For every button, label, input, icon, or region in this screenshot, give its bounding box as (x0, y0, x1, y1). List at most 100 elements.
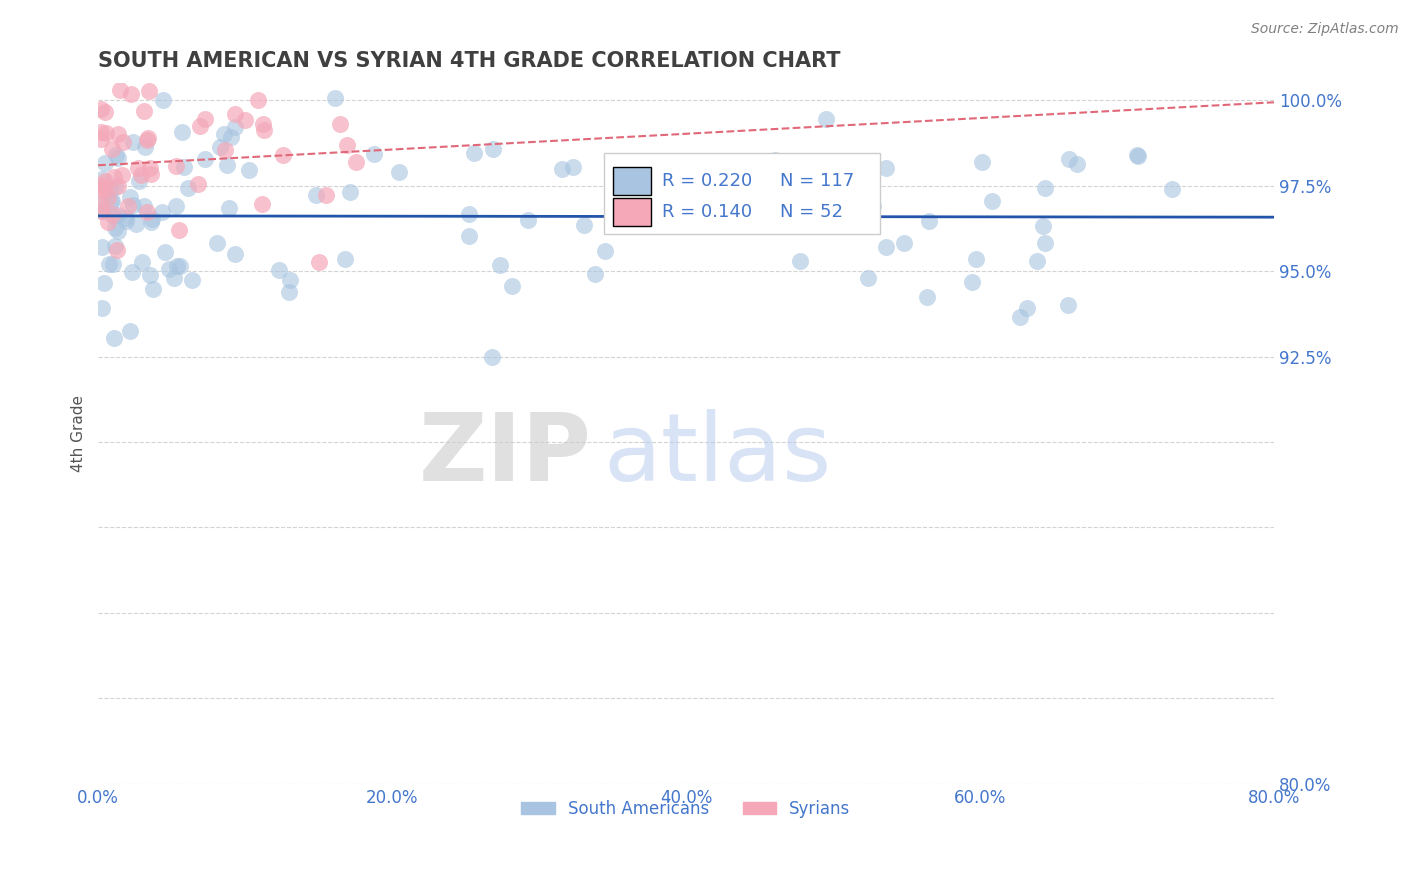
Text: ZIP: ZIP (419, 409, 592, 500)
Point (458, 229, 481, 244)
Point (100, 194, 122, 208)
Point (339, 185, 361, 199)
Point (98, 182, 121, 196)
Point (551, 162, 574, 177)
Point (252, 117, 274, 131)
Point (97, 257, 120, 271)
Point (1026, 254, 1049, 268)
Point (1033, 181, 1056, 195)
Point (725, 163, 748, 178)
Point (166, 259, 188, 273)
Point (858, 271, 880, 285)
Point (238, 163, 260, 178)
Text: SOUTH AMERICAN VS SYRIAN 4TH GRADE CORRELATION CHART: SOUTH AMERICAN VS SYRIAN 4TH GRADE CORRE… (98, 51, 841, 70)
Point (108, 83, 131, 97)
Text: R = 0.140: R = 0.140 (662, 202, 752, 220)
Point (315, 188, 337, 202)
Point (308, 254, 330, 268)
Point (93, 156, 115, 170)
Point (1126, 147, 1149, 161)
Point (1056, 298, 1078, 312)
Point (277, 285, 299, 300)
Point (862, 199, 884, 213)
FancyBboxPatch shape (603, 153, 880, 234)
Point (91, 172, 114, 186)
Point (121, 265, 143, 279)
Point (170, 125, 193, 139)
FancyBboxPatch shape (613, 168, 651, 195)
Point (173, 160, 195, 174)
Point (97, 215, 120, 229)
Point (918, 213, 941, 227)
Text: N = 52: N = 52 (780, 202, 844, 220)
Point (97, 191, 120, 205)
Point (90, 183, 112, 197)
Point (122, 198, 145, 212)
Point (1008, 310, 1031, 325)
Point (131, 255, 153, 269)
Point (104, 221, 127, 235)
Point (224, 247, 246, 261)
Point (122, 135, 145, 149)
FancyBboxPatch shape (613, 197, 651, 226)
Point (111, 135, 134, 149)
Point (94, 183, 117, 197)
Point (893, 235, 915, 250)
Point (90, 125, 112, 139)
Point (970, 155, 993, 169)
Point (129, 168, 152, 182)
Point (165, 159, 187, 173)
Point (111, 168, 134, 182)
Point (763, 153, 786, 167)
Point (960, 275, 983, 289)
Point (141, 167, 163, 181)
Point (100, 194, 122, 208)
Point (101, 210, 124, 224)
Point (103, 331, 125, 345)
Point (136, 133, 159, 147)
Point (1059, 152, 1081, 166)
Point (107, 208, 129, 222)
Point (463, 146, 485, 161)
Point (250, 196, 273, 211)
Point (965, 252, 987, 266)
Legend: South Americans, Syrians: South Americans, Syrians (515, 793, 858, 824)
Point (115, 211, 138, 226)
Text: Source: ZipAtlas.com: Source: ZipAtlas.com (1251, 22, 1399, 37)
Point (141, 215, 163, 229)
Point (269, 262, 291, 277)
Point (135, 205, 157, 219)
Point (120, 190, 142, 204)
Point (246, 93, 269, 107)
Point (132, 103, 155, 118)
Point (107, 151, 129, 165)
Point (90, 103, 112, 117)
Text: atlas: atlas (603, 409, 832, 500)
Point (150, 205, 173, 219)
Point (224, 120, 246, 134)
Point (128, 174, 150, 188)
Point (875, 239, 897, 253)
Point (681, 186, 703, 201)
Point (187, 177, 209, 191)
Point (214, 143, 236, 157)
Point (735, 194, 758, 208)
Point (163, 270, 186, 285)
Point (134, 140, 156, 154)
Point (90, 204, 112, 219)
Point (794, 203, 817, 218)
Point (104, 148, 127, 162)
Point (94, 126, 117, 140)
Point (152, 93, 174, 107)
Point (125, 217, 148, 231)
Point (169, 259, 191, 273)
Text: N = 117: N = 117 (780, 172, 855, 190)
Point (104, 238, 127, 252)
Point (90, 132, 112, 146)
Point (224, 107, 246, 121)
Point (344, 154, 367, 169)
Point (278, 272, 301, 286)
Point (165, 199, 187, 213)
Point (167, 223, 190, 237)
Point (91, 301, 114, 315)
